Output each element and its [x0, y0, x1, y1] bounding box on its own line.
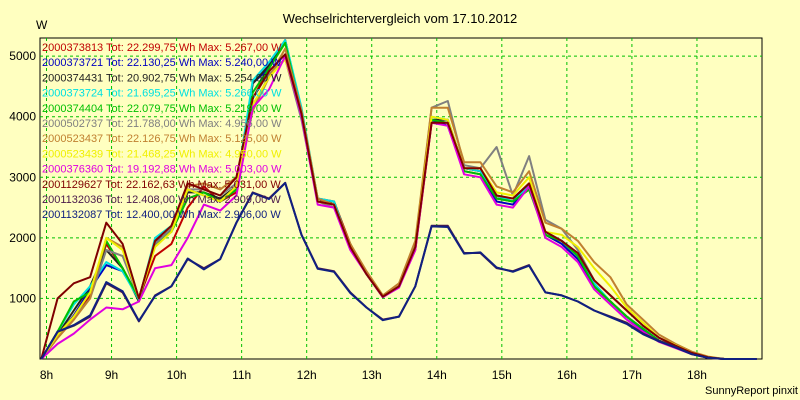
x-tick-label: 11h	[232, 368, 251, 382]
legend-entry: 2001132087 Tot: 12.400,00 Wh Max: 2.906,…	[42, 209, 281, 221]
x-tick-label: 13h	[362, 368, 382, 382]
x-tick-label: 16h	[557, 368, 577, 382]
plot-area	[39, 37, 763, 360]
axes: 8h 9h 10h 11h 12h 13h 14h 15h 16h 17h 18h100020003…	[9, 49, 707, 382]
series-line	[40, 53, 757, 360]
y-tick-label: 4000	[9, 110, 36, 124]
series-line	[40, 182, 757, 360]
legend-entry: 2000374404 Tot: 22.079,75 Wh Max: 5.219,…	[42, 103, 282, 115]
legend-entry: 2001132036 Tot: 12.408,00 Wh Max: 2.909,…	[42, 194, 281, 206]
series-lines	[40, 39, 757, 360]
x-tick-label: 9h	[105, 368, 118, 382]
legend-entry: 2000523437 Tot: 22.126,75 Wh Max: 5.125,…	[42, 133, 282, 145]
footer-credit: SunnyReport pinxit	[705, 385, 798, 397]
legend-entry: 2000373813 Tot: 22.299,75 Wh Max: 5.267,…	[42, 42, 282, 54]
legend-entry: 2000502737 Tot: 21.788,00 Wh Max: 4.956,…	[42, 118, 282, 130]
y-tick-label: 3000	[9, 170, 36, 184]
x-tick-label: 10h	[167, 368, 187, 382]
legend-entry: 2000523439 Tot: 21.468,25 Wh Max: 4.950,…	[42, 148, 282, 160]
series-line	[40, 55, 757, 360]
y-tick-label: 1000	[9, 291, 36, 305]
legend-entry: 2001129627 Tot: 22.162,63 Wh Max: 5.031,…	[42, 179, 281, 191]
legend-entry: 2000373721 Tot: 22.130,25 Wh Max: 5.240,…	[42, 57, 282, 69]
legend: 2000373813 Tot: 22.299,75 Wh Max: 5.267,…	[42, 42, 282, 221]
legend-entry: 2000376360 Tot: 19.192,88 Wh Max: 5.003,…	[42, 164, 282, 176]
y-tick-label: 5000	[9, 49, 36, 63]
x-tick-label: 17h	[622, 368, 642, 382]
y-axis-unit-label: W	[36, 18, 48, 32]
y-tick-label: 2000	[9, 231, 36, 245]
x-tick-label: 14h	[427, 368, 447, 382]
x-tick-label: 15h	[492, 368, 512, 382]
x-tick-label: 18h	[687, 368, 707, 382]
chart-title: Wechselrichtervergleich vom 17.10.2012	[283, 11, 518, 26]
x-tick-label: 8h	[40, 368, 53, 382]
legend-entry: 2000373724 Tot: 21.695,25 Wh Max: 5.266,…	[42, 88, 282, 100]
x-tick-label: 12h	[297, 368, 317, 382]
legend-entry: 2000374431 Tot: 20.902,75 Wh Max: 5.254,…	[42, 72, 282, 84]
